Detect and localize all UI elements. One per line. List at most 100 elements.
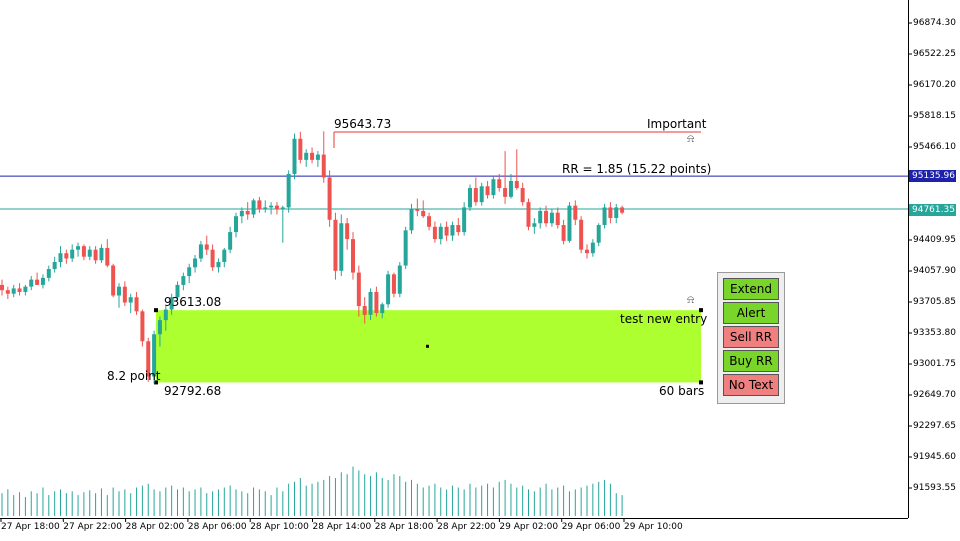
candle-body (17, 288, 22, 292)
candle-body (40, 277, 45, 285)
candle-body (269, 205, 274, 208)
candle-body (304, 152, 309, 160)
candle-body (585, 249, 589, 254)
candle-body (210, 249, 215, 268)
candle-body (397, 265, 402, 294)
blue-line-price-tag: 95135.96 (909, 170, 956, 182)
zone-name-label: test new entry (620, 312, 708, 326)
candle-body (239, 210, 244, 217)
candle-body (526, 202, 531, 227)
candle-body (339, 223, 344, 271)
candle-body (175, 284, 180, 298)
candle-body (222, 249, 227, 263)
candle-body (421, 210, 426, 217)
price-tick-label: 96874.30 (913, 18, 956, 28)
candle-body (76, 246, 81, 250)
zone-corner-handle (699, 380, 703, 385)
important-label: Important (647, 117, 707, 131)
candle-body (549, 212, 554, 224)
zone-top-price-label: 93613.08 (164, 295, 222, 309)
candle-body (52, 262, 57, 270)
candle-body (193, 258, 198, 268)
alarm-bell-icon[interactable]: ⍾ (687, 293, 695, 306)
candle-body (292, 138, 297, 174)
candle-body (590, 242, 595, 254)
zone-bottom-price-label: 92792.68 (164, 384, 222, 398)
candle-body (64, 253, 69, 259)
candle-body (70, 249, 75, 259)
candle-body (333, 219, 338, 271)
alarm-bell-icon[interactable]: ⍾ (687, 132, 695, 145)
alert-button[interactable]: Alert (723, 302, 779, 324)
price-tick-label: 93353.80 (913, 328, 956, 338)
candle-body (620, 207, 625, 213)
candle-body (310, 152, 315, 160)
candle-body (432, 226, 437, 240)
zone-corner-handle (699, 308, 703, 313)
candle-body (520, 188, 525, 203)
candle-body (11, 288, 16, 294)
candle-body (391, 274, 396, 294)
candle-body (596, 225, 601, 243)
candle-body (81, 246, 86, 257)
candle-body (386, 274, 391, 305)
price-tick-label: 91945.60 (913, 452, 956, 462)
candle-body (117, 286, 121, 296)
candle-body (485, 186, 490, 196)
teal-line-price-tag: 94761.35 (909, 204, 956, 216)
candle-body (555, 212, 560, 226)
candle-body (573, 205, 578, 220)
candle-body (468, 188, 472, 208)
extend-button[interactable]: Extend (723, 278, 779, 300)
price-tick-label: 92297.65 (913, 421, 956, 431)
candle-body (345, 223, 350, 240)
candle-body (567, 205, 572, 241)
sell-rr-button[interactable]: Sell RR (723, 326, 779, 348)
candle-body (508, 180, 513, 197)
price-tick-label: 94409.95 (913, 235, 956, 245)
candle-body (403, 230, 408, 266)
candle-body (157, 320, 162, 335)
candle-body (532, 223, 537, 227)
candle-body (93, 249, 98, 261)
candle-body (503, 188, 508, 197)
candle-body (315, 154, 320, 160)
candle-body (146, 341, 151, 377)
candle-body (169, 297, 174, 310)
candle-body (561, 225, 566, 241)
candle-body (608, 207, 613, 218)
candle-body (444, 226, 449, 236)
candle-body (351, 239, 355, 273)
candle-body (409, 209, 414, 231)
time-tick-label: 28 Apr 06:00 (187, 522, 247, 532)
time-tick-label: 29 Apr 06:00 (561, 522, 621, 532)
candle-body (450, 225, 455, 236)
candle-body (456, 225, 461, 233)
candle-body (251, 200, 256, 215)
candle-body (462, 207, 467, 233)
candle-body (257, 200, 262, 210)
no-text-button[interactable]: No Text (723, 374, 779, 396)
price-tick-label: 96170.20 (913, 80, 956, 90)
candle-body (362, 306, 367, 315)
candle-body (327, 177, 332, 220)
candle-body (544, 210, 549, 224)
candle-body (181, 276, 186, 285)
price-tick-label: 94057.90 (913, 266, 956, 276)
candle-body (0, 284, 4, 291)
candle-body (23, 286, 28, 292)
candle-body (204, 244, 209, 250)
price-tick-label: 95466.10 (913, 142, 956, 152)
candle-body (497, 179, 502, 189)
candle-body (368, 291, 373, 315)
candle-body (473, 188, 478, 203)
price-tick-label: 93705.85 (913, 297, 956, 307)
buy-rr-button[interactable]: Buy RR (723, 350, 779, 372)
candle-body (187, 267, 192, 277)
candle-body (356, 272, 361, 307)
price-tick-label: 93001.75 (913, 359, 956, 369)
candle-body (234, 216, 238, 233)
candle-body (374, 291, 379, 314)
candle-body (140, 311, 145, 342)
